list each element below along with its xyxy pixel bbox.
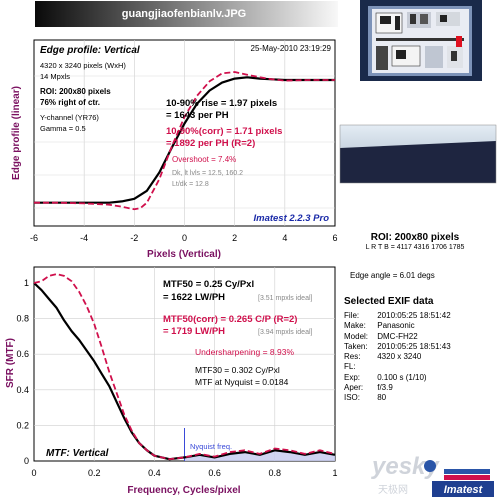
exif-panel: Selected EXIF data File: 2010:05:25 18:5… <box>344 296 494 404</box>
mtf-y-tick-label: 0.4 <box>16 385 29 395</box>
edge-x-tick-label: 2 <box>232 233 237 243</box>
imatest-badge <box>432 481 494 497</box>
mtf-y-tick-label: 0.6 <box>16 349 29 359</box>
mtf-x-tick-label: 1 <box>332 468 337 478</box>
exif-row-make: Make: Panasonic <box>344 321 415 331</box>
mtf-grid <box>34 267 335 461</box>
mtf30-text: MTF30 = 0.302 Cy/Pxl <box>195 365 280 375</box>
exif-row-aper: Aper: f/3.9 <box>344 383 393 393</box>
yesky-watermark: yesky 天极网 Imatest <box>371 453 494 497</box>
mtf-y-tick-label: 0 <box>24 456 29 466</box>
edge-x-tick-label: 6 <box>332 233 337 243</box>
exif-row-res: Res: 4320 x 3240 <box>344 352 422 362</box>
roi-coords: L R T B = 4117 4316 1706 1785 <box>365 244 465 251</box>
gray-gradient-strip <box>35 1 338 27</box>
mtf-x-tick-label: 0.8 <box>269 468 282 478</box>
mtf-y-tick-label: 0.8 <box>16 314 29 324</box>
undersharpening-text: Undersharpening = 8.93% <box>195 347 294 357</box>
mtf50-ideal: [3.51 mpxls ideal] <box>258 295 313 302</box>
test-chart-thumbnail <box>360 0 482 81</box>
exif-row-iso: ISO: 80 <box>344 393 387 403</box>
edge-profile-plot: Edge profile: Vertical 25-May-2010 23:19… <box>33 39 336 227</box>
mtf-corrected-line <box>33 273 336 461</box>
mtf-x-tick-label: 0 <box>31 468 36 478</box>
imatest-badge-text: Imatest <box>444 484 484 496</box>
edge-info-line-2: 14 Mpxls <box>40 72 70 81</box>
edge-x-tick-labels: -6 -4 -2 0 2 4 6 <box>30 233 338 243</box>
roi-summary: ROI: 200x80 pixels L R T B = 4117 4316 1… <box>335 232 495 251</box>
edge-channel-line-2: Gamma = 0.5 <box>40 124 86 133</box>
imatest-version: Imatest 2.2.3 Pro <box>253 213 329 224</box>
edge-x-tick-label: -2 <box>130 233 138 243</box>
watermark-subtext: 天极网 <box>378 483 408 496</box>
overshoot-text: Overshoot = 7.4% <box>172 155 236 164</box>
roi-thumbnail <box>339 124 497 184</box>
edge-angle: Edge angle = 6.01 degs <box>350 271 435 280</box>
mtf50-line-1: MTF50 = 0.25 Cy/Pxl <box>163 279 254 290</box>
mtf-x-tick-label: 0.4 <box>148 468 161 478</box>
rise-corr-line-2: = 1892 per PH (R=2) <box>166 138 255 149</box>
mtf50-corr-line-1: MTF50(corr) = 0.265 C/P (R=2) <box>163 314 297 325</box>
edge-corrected-line <box>34 71 335 211</box>
mtf-curves <box>33 273 336 461</box>
exif-row-taken: Taken: 2010:05:25 18:51:43 <box>344 341 451 351</box>
edge-date: 25-May-2010 23:19:29 <box>251 44 332 53</box>
exif-row-file: File: 2010:05:25 18:51:42 <box>344 311 451 320</box>
mtf-nyquist-text: MTF at Nyquist = 0.0184 <box>195 377 289 387</box>
exif-row-fl: FL: <box>344 362 356 372</box>
roi-title: ROI: 200x80 pixels <box>370 232 460 243</box>
rise-line-2: = 1643 per PH <box>166 110 229 121</box>
mtf50-corr-line-2: = 1719 LW/PH <box>163 326 225 337</box>
edge-x-tick-label: -6 <box>30 233 38 243</box>
edge-x-axis-label: Pixels (Vertical) <box>147 249 221 260</box>
edge-curves <box>34 71 335 211</box>
watermark-globe-icon <box>424 460 436 472</box>
edge-roi-line-2: 76% right of ctr. <box>40 98 100 107</box>
mtf50-corr-ideal: [3.94 mpxls ideal] <box>258 329 313 336</box>
edge-panel-title: Edge profile: Vertical <box>40 45 140 56</box>
exif-row-model: Model: DMC-FH22 <box>344 331 418 341</box>
edge-x-tick-label: -4 <box>80 233 88 243</box>
edge-y-axis-label: Edge profile (linear) <box>11 86 22 180</box>
mtf-plot: MTF50 = 0.25 Cy/Pxl = 1622 LW/PH [3.51 m… <box>33 266 336 462</box>
edge-roi-line-1: ROI: 200x80 pixels <box>40 87 111 96</box>
dk-levels-text: Dk, lt lvls = 12.5, 160.2 <box>172 170 243 177</box>
mtf50-line-2: = 1622 LW/PH <box>163 292 225 303</box>
rise-corr-line-1: 10-90%(corr) = 1.71 pixels <box>166 126 282 137</box>
edge-x-tick-label: 0 <box>182 233 187 243</box>
edge-info-line-1: 4320 x 3240 pixels (WxH) <box>40 61 126 70</box>
mtf-y-tick-label: 0.2 <box>16 420 29 430</box>
mtf-y-tick-label: 1 <box>24 278 29 288</box>
mtf-x-axis-label: Frequency, Cycles/pixel <box>127 485 240 496</box>
mtf-x-tick-label: 0.2 <box>88 468 101 478</box>
exif-row-exp: Exp: 0.100 s (1/10) <box>344 372 427 382</box>
mtf-x-tick-label: 0.6 <box>208 468 221 478</box>
nyquist-label: Nyquist freq. <box>190 442 232 451</box>
edge-grid <box>34 40 335 226</box>
mtf-panel-title: MTF: Vertical <box>46 448 109 459</box>
edge-x-tick-label: 4 <box>282 233 287 243</box>
mtf-y-axis-label: SFR (MTF) <box>5 338 16 388</box>
mtf-tick-labels: 0 0.2 0.4 0.6 0.8 1 0 0.2 0.4 0.6 0.8 1 <box>16 278 337 478</box>
edge-channel-line-1: Y-channel (YR76) <box>40 113 99 122</box>
exif-title: Selected EXIF data <box>344 296 434 307</box>
rise-line-1: 10-90% rise = 1.97 pixels <box>166 98 277 109</box>
filename-title: guangjiaofenbianlv.JPG <box>122 8 246 20</box>
lt-dk-text: Lt/dk = 12.8 <box>172 181 209 188</box>
